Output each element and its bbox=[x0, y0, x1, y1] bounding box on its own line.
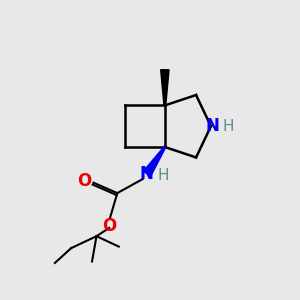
Text: N: N bbox=[206, 117, 219, 135]
Text: O: O bbox=[102, 217, 116, 235]
Polygon shape bbox=[161, 70, 169, 105]
Text: H: H bbox=[222, 119, 234, 134]
Polygon shape bbox=[143, 146, 166, 176]
Text: O: O bbox=[77, 172, 92, 190]
Text: N: N bbox=[140, 165, 153, 183]
Text: H: H bbox=[158, 168, 169, 183]
